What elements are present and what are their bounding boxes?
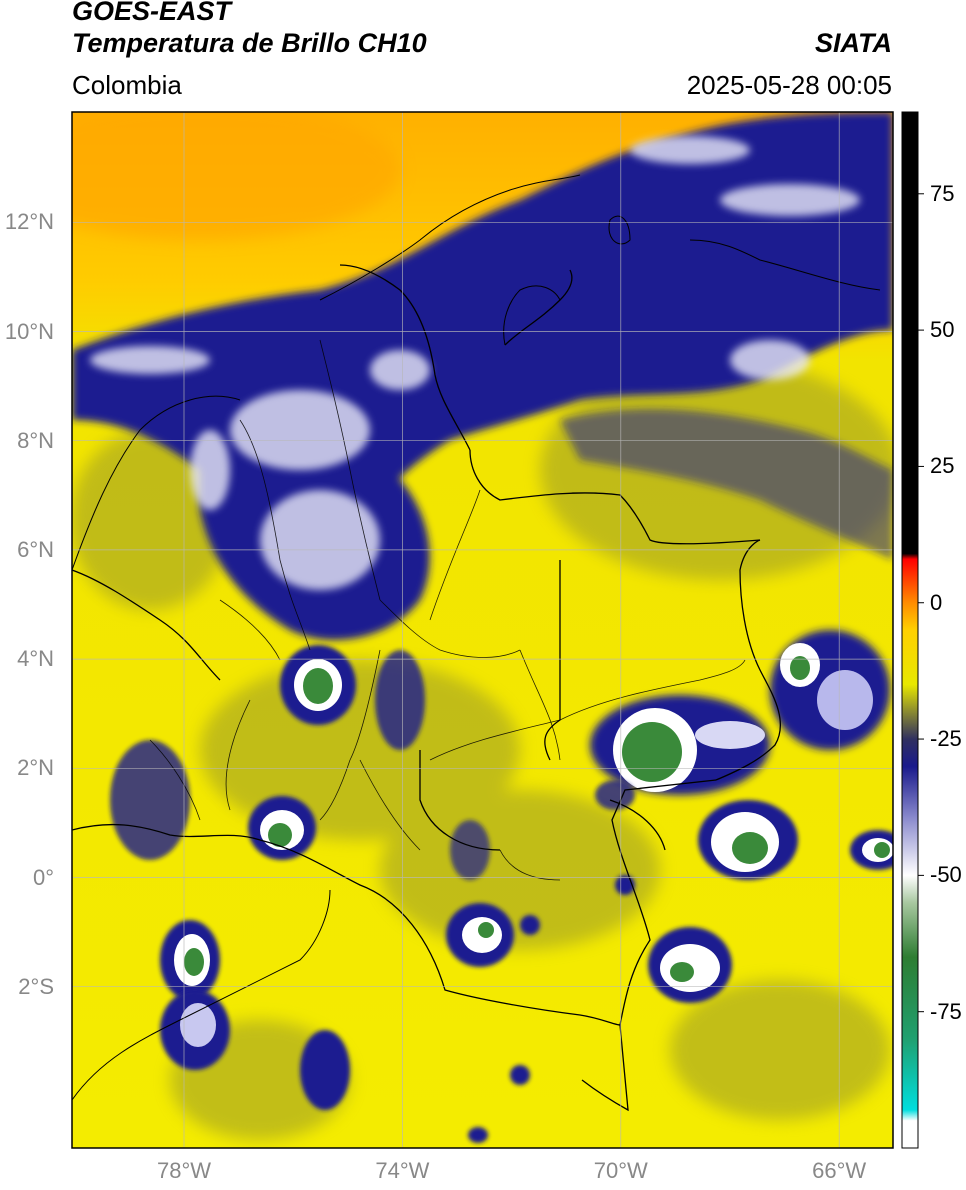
map-field (72, 112, 893, 1148)
coastlines (72, 174, 881, 1101)
longitude-tick-label: 74°W (375, 1158, 430, 1183)
longitude-tick-label: 78°W (156, 1158, 212, 1183)
longitude-tick-label: 70°W (593, 1158, 648, 1183)
latitude-tick-label: 6°N (17, 536, 54, 562)
ecuador-south-cell (160, 990, 230, 1070)
ecuador-north-cell (160, 920, 220, 1000)
cauca-cell (280, 645, 356, 725)
latitude-tick-label: 2°S (18, 973, 54, 999)
small-cells (110, 650, 635, 1143)
latitude-tick-label: 0° (32, 864, 54, 890)
colorbar-tick-label: 0 (930, 589, 943, 615)
longitude-tick-label: 66°W (812, 1158, 867, 1183)
product-title: Temperatura de Brillo CH10 (72, 28, 427, 58)
latitude-tick-label: 12°N (4, 209, 54, 235)
satellite-title: GOES-EAST (72, 0, 232, 26)
amazonas-cell (446, 903, 514, 967)
brazil-cell (648, 927, 732, 1003)
colorbar-tick-label: 75 (930, 180, 955, 206)
source-label: SIATA (815, 28, 892, 58)
rio-negro-cell (698, 800, 798, 880)
venezuela-cell (770, 630, 890, 750)
warm-ocean-patch (72, 112, 400, 240)
colorbar-tick-label: 50 (930, 317, 955, 343)
colorbar-tick-label: -75 (930, 998, 962, 1024)
colorbar-frame (901, 111, 919, 1149)
graticule (72, 112, 893, 1148)
latitude-tick-label: 10°N (4, 318, 54, 344)
latitude-tick-label: 2°N (17, 755, 54, 781)
colorbar-gradient (902, 112, 918, 1148)
convective-cells (110, 630, 893, 1143)
putumayo-cell (248, 796, 316, 860)
department-borders (149, 339, 746, 881)
colorbar-tick-label: -25 (930, 726, 962, 752)
vaupes-cell (590, 695, 770, 795)
colorbar-tick-label: -50 (930, 862, 962, 888)
timestamp-label: 2025-05-28 00:05 (686, 70, 892, 100)
colorbar-tick-label: 25 (930, 453, 955, 479)
region-label: Colombia (72, 70, 182, 100)
colorbar (901, 111, 924, 1149)
map-frame (71, 111, 894, 1149)
caribbean-bright-tops (90, 136, 860, 590)
latitude-tick-label: 4°N (17, 646, 54, 672)
east-edge-cell (850, 830, 893, 870)
latitude-tick-label: 8°N (17, 427, 54, 453)
